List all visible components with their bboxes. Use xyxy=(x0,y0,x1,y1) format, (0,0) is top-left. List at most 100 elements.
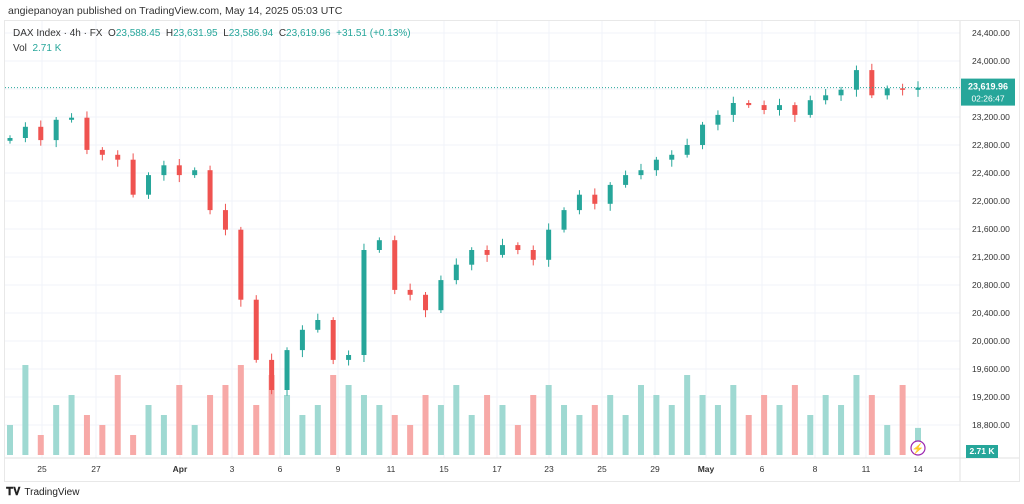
y-tick-label: 22,000.00 xyxy=(972,196,1010,206)
volume-bar xyxy=(607,395,614,455)
candle-body xyxy=(84,117,90,150)
volume-bar xyxy=(299,415,306,455)
tradingview-logo[interactable]: 𝐓𝐕 TradingView xyxy=(6,486,79,499)
candle-body xyxy=(576,194,582,211)
candle-body xyxy=(7,138,13,141)
y-tick-label: 24,400.00 xyxy=(972,28,1010,38)
volume-bar xyxy=(838,405,845,455)
volume-bar xyxy=(7,425,13,455)
y-tick-label: 18,800.00 xyxy=(972,420,1010,430)
change-value: +31.51 (+0.13%) xyxy=(336,28,411,39)
volume-bar xyxy=(145,405,152,455)
candle-body xyxy=(561,210,567,230)
y-tick-label: 19,600.00 xyxy=(972,364,1010,374)
volume-bar xyxy=(330,375,337,455)
candle-body xyxy=(115,154,121,160)
candle-body xyxy=(315,320,321,330)
x-tick-label: 8 xyxy=(813,464,818,474)
volume-bar xyxy=(822,395,829,455)
volume-bar xyxy=(776,405,783,455)
volume-bar xyxy=(437,405,444,455)
volume-bar xyxy=(53,405,60,455)
volume-bar xyxy=(237,365,244,455)
candle-body xyxy=(546,229,552,260)
candle-body xyxy=(346,355,352,360)
volume-bar xyxy=(637,385,644,455)
y-tick-label: 20,000.00 xyxy=(972,336,1010,346)
x-tick-label: 14 xyxy=(913,464,923,474)
x-tick-label: 29 xyxy=(650,464,660,474)
volume-bar xyxy=(22,365,29,455)
x-tick-label: May xyxy=(698,464,715,474)
volume-bar xyxy=(99,425,106,455)
price-tag xyxy=(961,78,1015,106)
flash-icon-glyph: ⚡ xyxy=(912,442,924,455)
open-value: 23,588.45 xyxy=(115,28,161,39)
candle-body xyxy=(146,175,152,195)
close-label: C xyxy=(278,28,287,39)
vol-value: 2.71 K xyxy=(32,43,62,54)
candle-body xyxy=(238,229,244,300)
y-tick-label: 19,200.00 xyxy=(972,392,1010,402)
volume-bar xyxy=(284,395,291,455)
volume-bar xyxy=(545,385,552,455)
volume-bar xyxy=(761,395,768,455)
volume-bar xyxy=(191,425,198,455)
candle-body xyxy=(823,95,829,101)
symbol-title[interactable]: DAX Index · 4h · FX xyxy=(13,28,103,39)
volume-bar xyxy=(37,435,44,455)
brand-name: TradingView xyxy=(24,487,80,498)
candle-body xyxy=(438,280,444,311)
candle-body xyxy=(423,294,429,311)
volume-bar xyxy=(391,415,398,455)
volume-bar xyxy=(83,415,90,455)
volume-bar xyxy=(853,375,860,455)
flash-icon[interactable] xyxy=(910,440,926,456)
candle-body xyxy=(746,103,752,106)
candle-body xyxy=(192,170,198,176)
y-tick-label: 21,200.00 xyxy=(972,252,1010,262)
candle-body xyxy=(776,105,782,110)
volume-bar xyxy=(622,415,629,455)
candle-body xyxy=(884,88,890,96)
high-value: 23,631.95 xyxy=(173,28,218,39)
x-tick-label: 11 xyxy=(387,464,396,474)
close-value: 23,619.96 xyxy=(286,28,331,39)
candle-body xyxy=(592,194,598,204)
y-tick-label: 20,800.00 xyxy=(972,280,1010,290)
candle-body xyxy=(207,170,213,211)
candle-body xyxy=(915,87,921,90)
x-tick-label: 6 xyxy=(760,464,765,474)
price-tag-value: 23,619.96 xyxy=(968,82,1008,92)
low-label: L xyxy=(223,28,229,39)
volume-bar xyxy=(899,385,906,455)
x-tick-label: 25 xyxy=(37,464,47,474)
candle-body xyxy=(253,299,259,360)
candle-body xyxy=(607,184,613,204)
y-tick-label: 22,400.00 xyxy=(972,168,1010,178)
candle-body xyxy=(130,159,136,195)
volume-tag xyxy=(966,445,998,458)
candle-body xyxy=(499,245,505,255)
volume-bar xyxy=(684,375,691,455)
volume-bar xyxy=(884,425,891,455)
x-tick-label: 23 xyxy=(544,464,554,474)
volume-bar xyxy=(530,395,537,455)
volume-bar xyxy=(314,405,321,455)
volume-bar xyxy=(699,395,706,455)
candle-body xyxy=(69,117,75,120)
candle-body xyxy=(469,250,475,265)
candle-body xyxy=(700,124,706,145)
candle-body xyxy=(222,210,228,230)
x-tick-label: 27 xyxy=(91,464,101,474)
x-tick-label: 15 xyxy=(439,464,449,474)
candle-body xyxy=(161,165,167,176)
volume-bar xyxy=(68,395,75,455)
volume-bar xyxy=(745,415,752,455)
volume-bar xyxy=(714,405,721,455)
open-label: O xyxy=(108,28,116,39)
candle-body xyxy=(269,359,275,390)
candle-body xyxy=(853,70,859,90)
candle-body xyxy=(284,350,290,390)
